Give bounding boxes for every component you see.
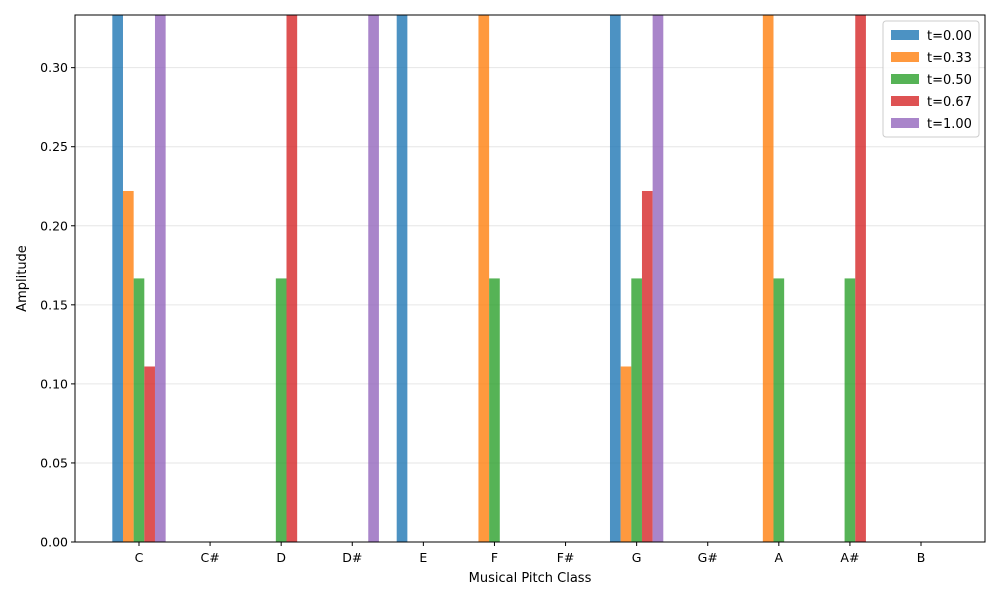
x-tick-label: G xyxy=(632,550,642,565)
bar-t-0-33-G xyxy=(620,366,632,542)
x-tick-label: D xyxy=(276,550,286,565)
y-tick-label: 0.00 xyxy=(40,535,68,550)
legend-label: t=0.67 xyxy=(927,95,972,110)
bars xyxy=(112,15,866,542)
bar-t-0-67-D xyxy=(286,15,298,542)
bar-t-1-00-Dsharp xyxy=(368,15,379,542)
x-tick-label: F# xyxy=(557,550,575,565)
bar-t-0-00-C xyxy=(112,15,123,542)
legend-swatch xyxy=(891,52,919,62)
legend-swatch xyxy=(891,30,919,40)
x-tick-label: G# xyxy=(698,550,718,565)
bar-t-0-33-A xyxy=(762,15,774,542)
y-tick-label: 0.05 xyxy=(40,455,68,470)
y-axis-label: Amplitude xyxy=(15,245,30,312)
y-axis-ticks: 0.00 0.05 0.10 0.15 0.20 0.25 0.30 xyxy=(40,60,75,550)
x-axis-ticks: C C# D D# E F F# G G# A A# B xyxy=(135,542,926,565)
legend-label: t=0.50 xyxy=(927,73,972,88)
bar-t-0-00-E xyxy=(396,15,408,542)
legend-swatch xyxy=(891,96,919,106)
legend: t=0.00 t=0.33 t=0.50 t=0.67 t=1.00 xyxy=(882,20,980,138)
x-tick-label: D# xyxy=(342,550,362,565)
bar-t-0-50-F xyxy=(489,278,500,542)
legend-label: t=0.33 xyxy=(927,51,972,66)
x-tick-label: C xyxy=(135,550,144,565)
x-tick-label: F xyxy=(491,550,498,565)
y-tick-label: 0.15 xyxy=(40,297,68,312)
y-tick-label: 0.20 xyxy=(40,218,68,233)
legend-box xyxy=(882,20,980,138)
x-tick-label: B xyxy=(917,550,926,565)
legend-swatch xyxy=(891,74,919,84)
x-tick-label: C# xyxy=(200,550,219,565)
bar-t-0-67-C xyxy=(144,366,155,542)
legend-label: t=1.00 xyxy=(927,117,972,132)
grid-lines xyxy=(75,67,985,543)
bar-t-0-00-G xyxy=(609,15,621,542)
bar-t-0-50-Asharp xyxy=(844,278,856,542)
plot-area-frame xyxy=(74,14,986,543)
y-tick-label: 0.30 xyxy=(40,60,68,75)
bar-t-1-00-G xyxy=(652,15,664,542)
bar-t-0-67-G xyxy=(641,190,653,542)
bar-t-0-50-C xyxy=(133,278,145,542)
bar-t-0-67-Asharp xyxy=(855,15,866,542)
x-axis-label: Musical Pitch Class xyxy=(469,571,592,586)
bar-t-0-33-C xyxy=(122,190,134,542)
legend-label: t=0.00 xyxy=(927,29,972,44)
bar-t-0-33-F xyxy=(478,15,490,542)
bar-t-1-00-C xyxy=(154,15,166,542)
y-tick-label: 0.25 xyxy=(40,139,68,154)
bar-t-0-50-A xyxy=(773,278,785,542)
y-tick-label: 0.10 xyxy=(40,376,68,391)
bar-t-0-50-G xyxy=(631,278,642,542)
x-tick-label: A# xyxy=(840,550,859,565)
x-tick-label: A xyxy=(775,550,784,565)
bar-t-0-50-D xyxy=(275,278,287,542)
x-tick-label: E xyxy=(419,550,427,565)
legend-swatch xyxy=(891,118,919,128)
